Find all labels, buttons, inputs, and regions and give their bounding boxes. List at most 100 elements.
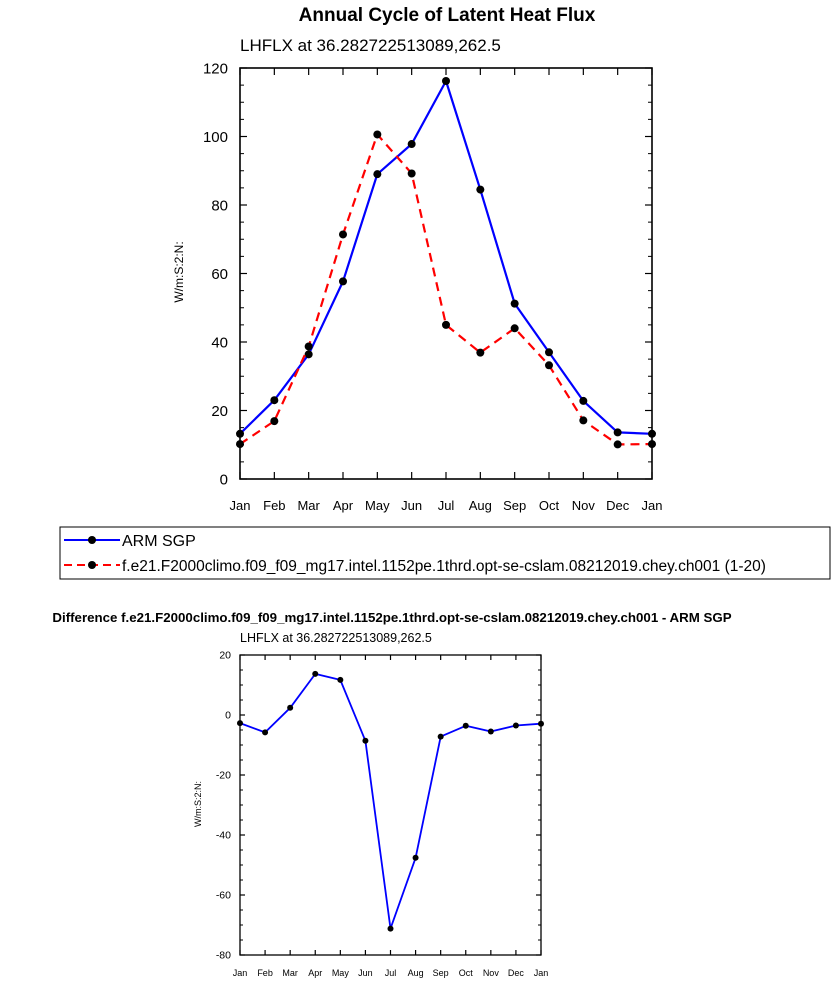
series-0-point <box>387 925 394 932</box>
x-tick-label: Oct <box>459 968 474 978</box>
top-chart-title: Annual Cycle of Latent Heat Flux <box>299 5 596 26</box>
x-tick-label: Oct <box>539 498 560 513</box>
series-0-point <box>236 429 244 438</box>
x-tick-label: Jun <box>358 968 373 978</box>
legend-label-model: f.e21.F2000climo.f09_f09_mg17.intel.1152… <box>122 558 766 575</box>
series-0-point <box>538 720 544 727</box>
series-0-point <box>545 348 553 357</box>
series-0-point <box>407 140 416 149</box>
series-0-point <box>442 77 450 86</box>
top-chart-subtitle: LHFLX at 36.282722513089,262.5 <box>240 36 501 55</box>
series-1-point <box>236 440 244 449</box>
legend-marker-model <box>88 561 96 569</box>
y-tick-label: 100 <box>203 129 228 146</box>
series-line-0 <box>239 673 542 930</box>
series-0-point <box>287 704 294 711</box>
legend: ARM SGP f.e21.F2000climo.f09_f09_mg17.in… <box>59 526 831 580</box>
series-0-point <box>510 299 519 308</box>
y-tick-label: 60 <box>211 266 228 283</box>
top-chart-y-axis-label: W/m:S:2:N: <box>172 241 186 302</box>
y-tick-label: 120 <box>203 60 228 77</box>
bottom-chart-ticks: -80 -60 -40 -20 0 20 Jan Feb Mar Apr May Jun Jul Aug S… <box>216 650 548 978</box>
series-0-point <box>362 737 369 744</box>
series-0-point <box>312 670 319 677</box>
x-tick-label: Jan <box>534 968 549 978</box>
series-1-point <box>407 169 416 178</box>
bottom-chart-title: Difference f.e21.F2000climo.f09_f09_mg17… <box>52 610 731 625</box>
bottom-chart-subtitle: LHFLX at 36.282722513089,262.5 <box>240 631 432 645</box>
series-0-point <box>579 396 588 405</box>
series-0-point <box>487 728 494 735</box>
x-tick-label: Mar <box>297 498 320 513</box>
y-tick-label: -20 <box>216 770 231 782</box>
x-tick-label: Jan <box>230 498 251 513</box>
y-tick-label: 20 <box>219 650 231 662</box>
series-0-point <box>648 429 656 438</box>
x-tick-label: Aug <box>469 498 492 513</box>
y-tick-label: 0 <box>220 471 228 488</box>
bottom-chart-y-axis-label: W/m:S:2:N: <box>193 781 203 827</box>
y-tick-label: 0 <box>225 710 231 722</box>
series-0-point <box>613 428 622 437</box>
series-1-point <box>648 440 656 449</box>
series-1-point <box>304 342 313 351</box>
x-tick-label: Nov <box>483 968 500 978</box>
series-1-point <box>339 230 347 239</box>
x-tick-label: Jan <box>233 968 248 978</box>
series-0-point <box>462 722 469 729</box>
series-0-point <box>437 733 444 740</box>
y-tick-label: -60 <box>216 890 231 902</box>
bottom-chart-series <box>237 670 544 932</box>
series-line-1 <box>239 133 653 446</box>
series-0-point <box>476 185 485 194</box>
x-tick-label: Feb <box>257 968 273 978</box>
x-tick-label: Jul <box>438 498 455 513</box>
y-tick-label: 80 <box>211 197 228 214</box>
y-tick-label: 20 <box>211 403 228 420</box>
series-0-point <box>270 396 279 405</box>
series-1-point <box>373 130 382 139</box>
series-1-point <box>442 320 450 329</box>
series-1-point <box>579 416 588 425</box>
x-tick-label: May <box>365 498 390 513</box>
x-tick-label: May <box>332 968 350 978</box>
top-chart: Annual Cycle of Latent Heat Flux LHFLX a… <box>172 5 662 513</box>
series-0-point <box>412 854 419 861</box>
legend-box <box>59 526 831 580</box>
x-tick-label: Feb <box>263 498 285 513</box>
bottom-chart-plot-frame <box>239 654 542 956</box>
x-tick-label: Sep <box>433 968 449 978</box>
series-0-point <box>339 277 347 286</box>
series-1-point <box>613 440 622 449</box>
series-1-point <box>476 348 485 357</box>
x-tick-label: Nov <box>572 498 596 513</box>
series-0-point <box>512 722 519 729</box>
series-1-point <box>270 417 279 426</box>
x-tick-label: Jul <box>385 968 397 978</box>
x-tick-label: Aug <box>408 968 424 978</box>
top-chart-plot-frame <box>239 67 653 480</box>
top-chart-series <box>236 77 656 449</box>
x-tick-label: Jun <box>401 498 422 513</box>
x-tick-label: Mar <box>282 968 298 978</box>
bottom-chart: Difference f.e21.F2000climo.f09_f09_mg17… <box>52 610 731 978</box>
y-tick-label: -40 <box>216 830 231 842</box>
series-0-point <box>373 170 382 179</box>
series-0-point <box>304 350 313 359</box>
y-tick-label: 40 <box>211 334 228 351</box>
x-tick-label: Apr <box>333 498 354 513</box>
series-line-0 <box>239 79 653 435</box>
series-1-point <box>510 324 519 333</box>
y-tick-label: -80 <box>216 950 231 962</box>
x-tick-label: Dec <box>508 968 525 978</box>
top-chart-ticks: 0 20 40 60 80 100 120 Jan Feb Mar Apr May Jun Jul Aug S… <box>203 60 663 513</box>
legend-label-arm-sgp: ARM SGP <box>122 533 196 550</box>
x-tick-label: Dec <box>606 498 630 513</box>
series-0-point <box>237 720 243 727</box>
x-tick-label: Sep <box>503 498 526 513</box>
series-0-point <box>337 676 344 683</box>
legend-marker-arm-sgp <box>88 536 96 544</box>
x-tick-label: Jan <box>642 498 663 513</box>
series-0-point <box>262 729 269 736</box>
